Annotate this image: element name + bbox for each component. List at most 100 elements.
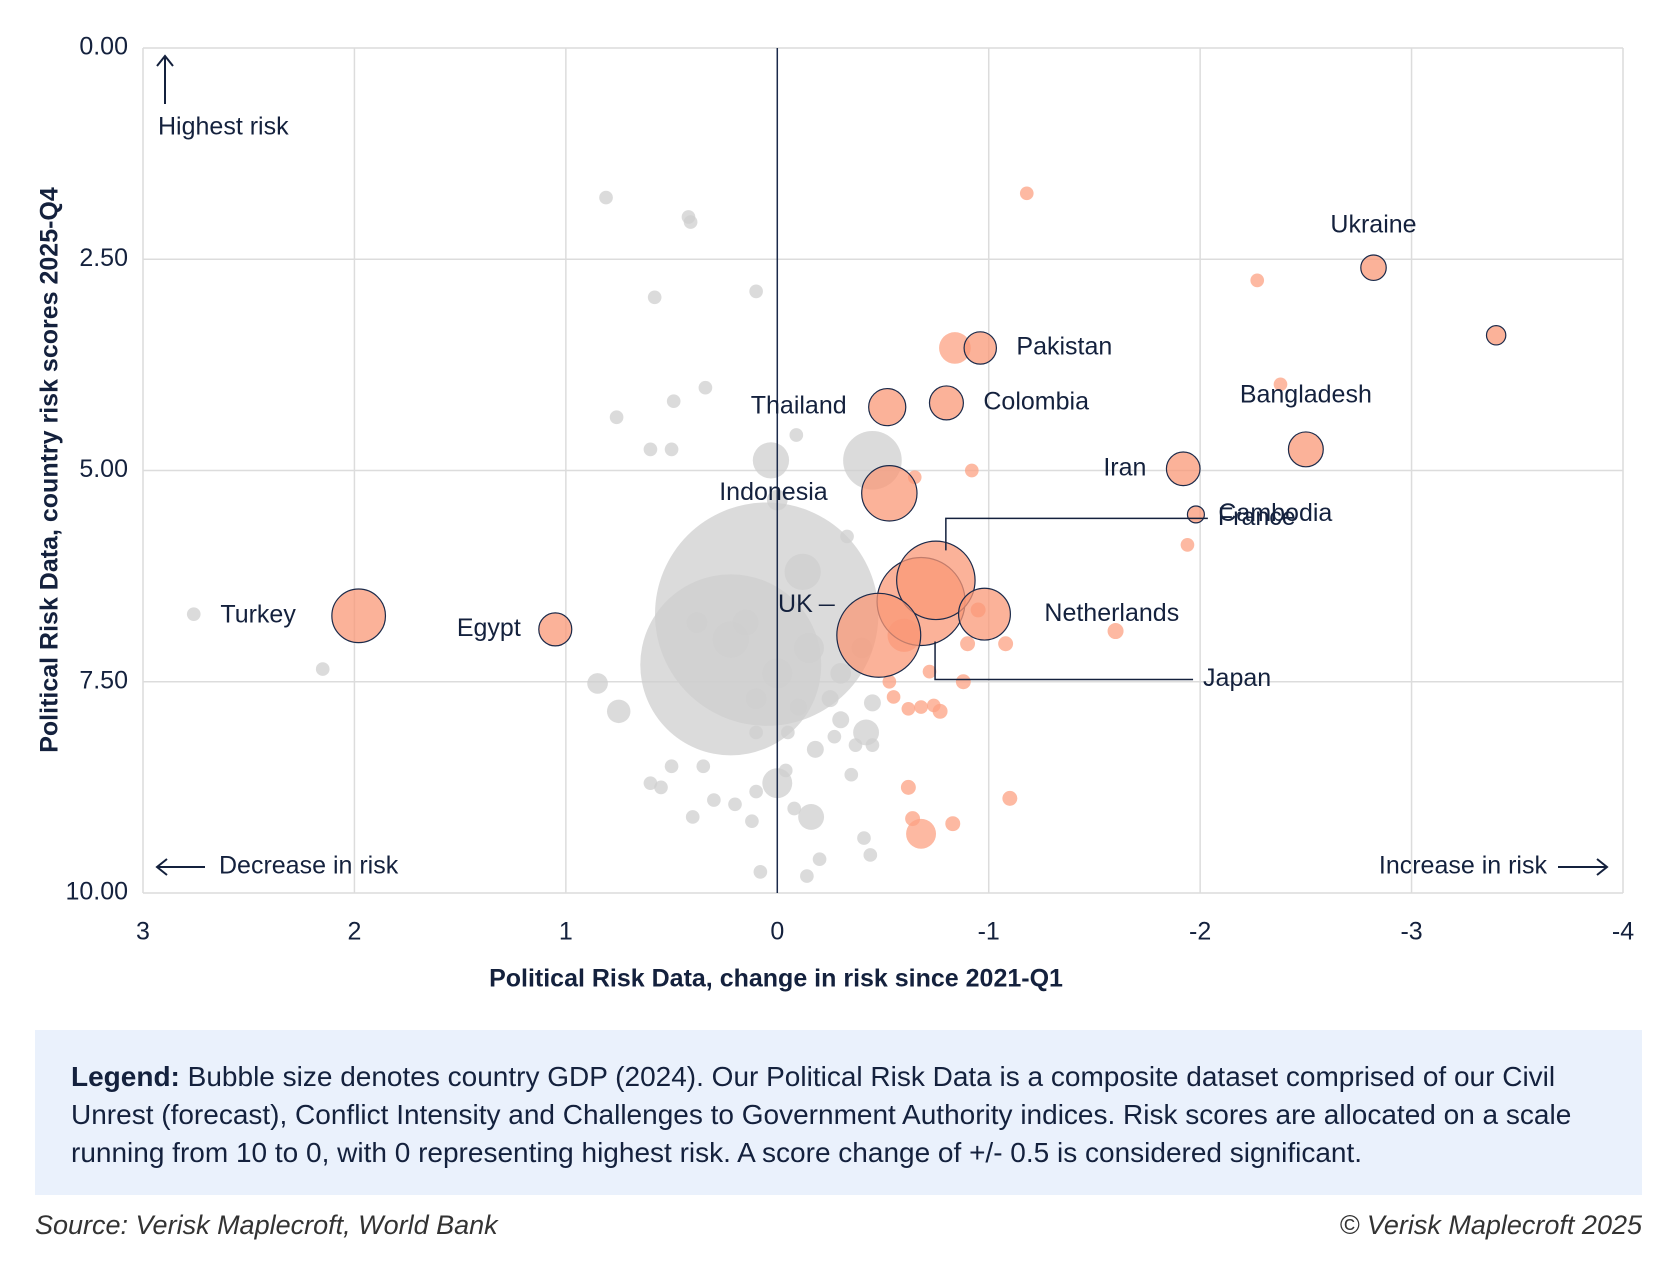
bubble <box>861 465 918 522</box>
bubble <box>998 636 1014 652</box>
bubble <box>643 776 658 790</box>
x-tick-label: -1 <box>978 918 1000 946</box>
bubble <box>1360 254 1387 282</box>
bubble <box>863 848 878 862</box>
bubble-label: Ukraine <box>1330 211 1416 239</box>
bubble <box>732 609 759 636</box>
bubble <box>707 793 721 807</box>
bubble <box>753 865 768 879</box>
bubble <box>696 759 711 774</box>
y-tick-label: 7.50 <box>79 666 128 694</box>
bubble <box>914 700 928 714</box>
bubble <box>647 290 662 305</box>
annotation: Highest risk <box>158 113 289 141</box>
bubble <box>857 831 871 845</box>
bubble <box>606 699 631 724</box>
bubble <box>1019 186 1034 201</box>
bubble <box>666 394 681 409</box>
bubble <box>664 442 679 457</box>
chart: Political Risk Data, country risk scores… <box>36 33 1635 993</box>
x-tick-label: 1 <box>559 918 573 946</box>
bubble <box>698 380 713 395</box>
bubble <box>749 725 763 740</box>
bubble <box>960 636 976 652</box>
bubble <box>830 662 852 684</box>
leader-line <box>934 641 1194 681</box>
annotation-highest: Highest risk <box>156 54 289 141</box>
bubble <box>963 331 998 365</box>
bubble <box>939 332 971 364</box>
bubble <box>787 801 802 816</box>
bubble <box>827 729 842 744</box>
copyright: © Verisk Maplecroft 2025 <box>1339 1210 1642 1240</box>
arrow-head <box>156 54 174 67</box>
bubble <box>745 688 767 709</box>
bubble <box>1485 325 1507 346</box>
legend-text: Bubble size denotes country GDP (2024). … <box>71 1061 1572 1168</box>
bubble <box>806 740 824 758</box>
bubble <box>882 674 897 689</box>
y-tick-label: 10.00 <box>65 878 128 906</box>
annotation: Increase in risk <box>1379 852 1548 880</box>
bubble <box>654 780 668 795</box>
bubble-label: Cambodia <box>1218 499 1332 527</box>
bubble <box>1002 790 1018 806</box>
x-tick-label: 2 <box>347 918 361 946</box>
bubble-label: Colombia <box>983 388 1089 416</box>
bubble <box>640 574 822 756</box>
bubble <box>922 664 937 679</box>
bubble <box>609 410 624 425</box>
bubble <box>900 779 916 795</box>
bubble <box>685 810 700 824</box>
x-tick-label: -3 <box>1400 918 1422 946</box>
x-tick-label: 3 <box>136 918 150 946</box>
bubble <box>538 612 573 647</box>
bubble <box>955 674 971 690</box>
bubble <box>789 698 807 716</box>
bubble <box>800 869 814 883</box>
bubble-label: Thailand <box>751 392 847 420</box>
bubble <box>1287 431 1324 468</box>
x-tick-label: -2 <box>1189 918 1211 946</box>
bubble-label: Japan <box>1203 664 1271 692</box>
bubble <box>957 587 1011 641</box>
bubble <box>865 738 880 752</box>
legend-label: Legend: <box>71 1061 180 1092</box>
bubble <box>587 673 608 694</box>
bubble <box>836 592 922 678</box>
annotation-decrease: Decrease in risk <box>155 852 399 880</box>
bubble <box>901 701 916 716</box>
bubble <box>778 763 793 778</box>
bubble <box>331 588 387 644</box>
bubble <box>683 215 698 229</box>
bubble <box>664 759 679 774</box>
bubble-label: Egypt <box>457 614 521 642</box>
source: Source: Verisk Maplecroft, World Bank <box>35 1210 498 1240</box>
annotation-increase: Increase in risk <box>1379 852 1609 880</box>
bubble <box>1186 505 1205 524</box>
bubble <box>932 703 948 719</box>
bubble <box>928 385 964 421</box>
y-tick-label: 5.00 <box>79 455 128 483</box>
bubble <box>789 428 804 442</box>
bubble <box>1250 273 1265 288</box>
bubble <box>794 632 824 663</box>
bubble <box>1165 451 1201 487</box>
bubble <box>896 540 976 621</box>
bubble-label: Netherlands <box>1044 599 1179 627</box>
arrow-head <box>155 858 168 876</box>
bubble <box>863 694 881 712</box>
legend-note: Legend: Bubble size denotes country GDP … <box>35 1030 1642 1195</box>
x-tick-label: 0 <box>770 918 784 946</box>
bubble <box>749 284 763 299</box>
bubble-label: France <box>1218 503 1296 531</box>
bubble <box>812 852 827 867</box>
leader-line <box>945 517 1208 551</box>
y-axis-label: Political Risk Data, country risk scores… <box>36 187 64 753</box>
y-tick-label: 2.50 <box>79 244 128 272</box>
bubble <box>906 818 937 849</box>
bubble <box>745 814 759 829</box>
bubble <box>821 690 839 708</box>
bubble <box>1180 538 1195 552</box>
